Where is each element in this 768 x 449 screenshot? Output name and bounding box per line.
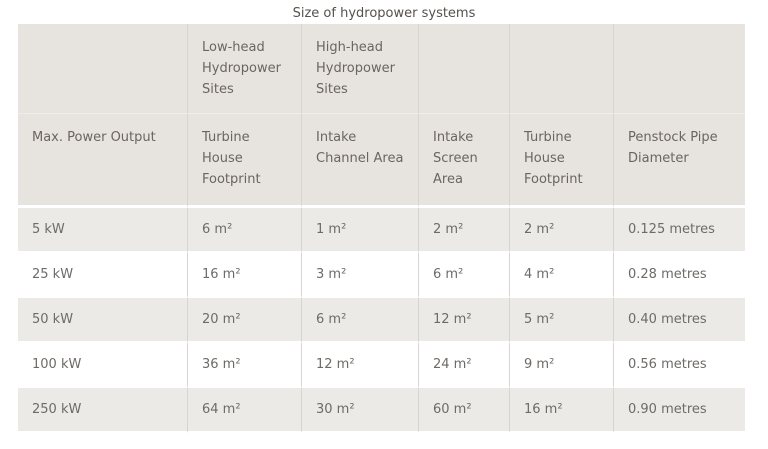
data-cell: 60 m² bbox=[418, 388, 509, 433]
table-body: 5 kW 6 m² 1 m² 2 m² 2 m² 0.125 metres 25… bbox=[18, 208, 745, 433]
group-header-high-head: High-head Hydropower Sites bbox=[301, 24, 418, 114]
data-cell: 6 m² bbox=[187, 208, 301, 253]
data-cell: 12 m² bbox=[418, 298, 509, 343]
data-cell: 0.56 metres bbox=[613, 343, 745, 388]
table-row: 250 kW 64 m² 30 m² 60 m² 16 m² 0.90 metr… bbox=[18, 388, 745, 433]
data-cell: 5 m² bbox=[509, 298, 613, 343]
group-header-row: Low-head Hydropower Sites High-head Hydr… bbox=[18, 24, 745, 114]
row-label-cell: 25 kW bbox=[18, 253, 187, 298]
row-label-cell: 250 kW bbox=[18, 388, 187, 433]
row-label-cell: 100 kW bbox=[18, 343, 187, 388]
data-cell: 3 m² bbox=[301, 253, 418, 298]
data-cell: 0.40 metres bbox=[613, 298, 745, 343]
column-header-intake-channel-area: Intake Channel Area bbox=[301, 114, 418, 208]
data-cell: 0.90 metres bbox=[613, 388, 745, 433]
data-cell: 24 m² bbox=[418, 343, 509, 388]
group-header-empty-3 bbox=[509, 24, 613, 114]
column-header-intake-screen-area: Intake Screen Area bbox=[418, 114, 509, 208]
column-header-max-power-output: Max. Power Output bbox=[18, 114, 187, 208]
group-header-empty-4 bbox=[613, 24, 745, 114]
row-label-cell: 50 kW bbox=[18, 298, 187, 343]
data-cell: 6 m² bbox=[418, 253, 509, 298]
data-cell: 20 m² bbox=[187, 298, 301, 343]
data-cell: 36 m² bbox=[187, 343, 301, 388]
data-cell: 0.28 metres bbox=[613, 253, 745, 298]
table-row: 25 kW 16 m² 3 m² 6 m² 4 m² 0.28 metres bbox=[18, 253, 745, 298]
data-cell: 16 m² bbox=[187, 253, 301, 298]
group-header-empty-1 bbox=[18, 24, 187, 114]
data-cell: 12 m² bbox=[301, 343, 418, 388]
table-row: 5 kW 6 m² 1 m² 2 m² 2 m² 0.125 metres bbox=[18, 208, 745, 253]
data-cell: 2 m² bbox=[509, 208, 613, 253]
column-header-penstock-pipe-diameter: Penstock Pipe Diameter bbox=[613, 114, 745, 208]
data-cell: 30 m² bbox=[301, 388, 418, 433]
data-cell: 64 m² bbox=[187, 388, 301, 433]
data-cell: 4 m² bbox=[509, 253, 613, 298]
table-title: Size of hydropower systems bbox=[292, 6, 476, 21]
table-row: 50 kW 20 m² 6 m² 12 m² 5 m² 0.40 metres bbox=[18, 298, 745, 343]
table-header: Low-head Hydropower Sites High-head Hydr… bbox=[18, 24, 745, 208]
column-header-turbine-house-footprint-high: Turbine House Footprint bbox=[509, 114, 613, 208]
table-row: 100 kW 36 m² 12 m² 24 m² 9 m² 0.56 metre… bbox=[18, 343, 745, 388]
hydropower-systems-table: Low-head Hydropower Sites High-head Hydr… bbox=[18, 24, 745, 433]
column-header-row: Max. Power Output Turbine House Footprin… bbox=[18, 114, 745, 208]
data-cell: 1 m² bbox=[301, 208, 418, 253]
column-header-turbine-house-footprint-low: Turbine House Footprint bbox=[187, 114, 301, 208]
data-cell: 6 m² bbox=[301, 298, 418, 343]
data-cell: 2 m² bbox=[418, 208, 509, 253]
group-header-low-head: Low-head Hydropower Sites bbox=[187, 24, 301, 114]
data-cell: 9 m² bbox=[509, 343, 613, 388]
row-label-cell: 5 kW bbox=[18, 208, 187, 253]
data-cell: 0.125 metres bbox=[613, 208, 745, 253]
data-cell: 16 m² bbox=[509, 388, 613, 433]
group-header-empty-2 bbox=[418, 24, 509, 114]
